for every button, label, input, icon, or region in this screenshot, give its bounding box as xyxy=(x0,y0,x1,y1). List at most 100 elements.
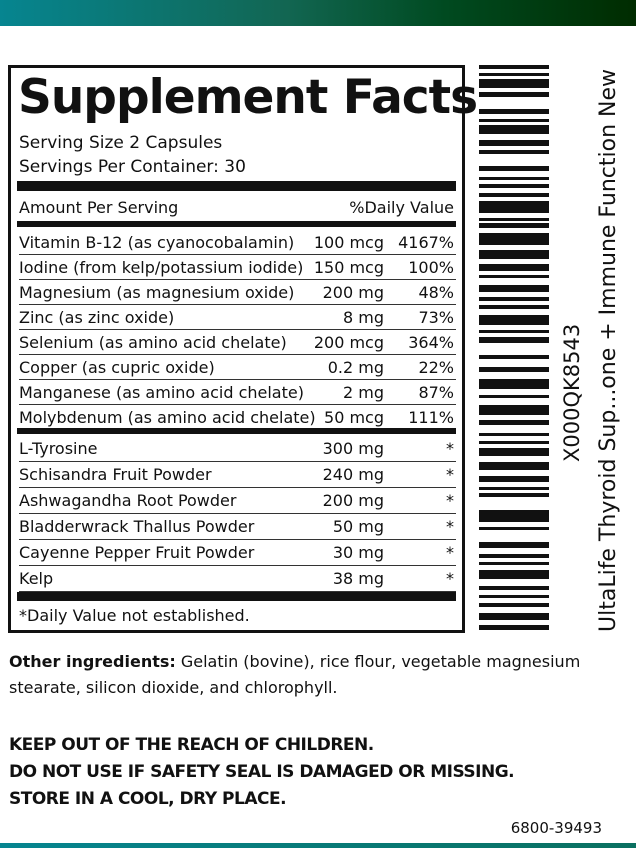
warning-storage: STORE IN A COOL, DRY PLACE. xyxy=(9,789,287,809)
nutrient-amount: 240 mg xyxy=(322,465,384,484)
barcode-bar xyxy=(479,264,549,268)
nutrient-dv: 22% xyxy=(418,358,454,377)
nutrient-name: Cayenne Pepper Fruit Powder xyxy=(19,543,255,562)
nutrient-amount: 30 mg xyxy=(332,543,384,562)
barcode-bar xyxy=(479,510,549,522)
barcode-bar xyxy=(479,542,549,548)
nutrient-name: Bladderwrack Thallus Powder xyxy=(19,517,255,536)
other-ingredients: Other ingredients: Gelatin (bovine), ric… xyxy=(9,652,580,671)
barcode-bar xyxy=(479,177,549,180)
barcode-bar xyxy=(479,603,549,607)
other-ingredients-text: Gelatin (bovine), rice flour, vegetable … xyxy=(175,652,581,671)
barcode-bar xyxy=(479,315,549,325)
other-ingredients-line2: stearate, silicon dioxide, and chlorophy… xyxy=(9,678,338,697)
barcode-bar xyxy=(479,355,549,359)
nutrient-name: Kelp xyxy=(19,569,54,588)
barcode-bar xyxy=(479,433,549,436)
barcode-bar xyxy=(479,109,549,114)
nutrient-amount: 0.2 mg xyxy=(327,358,384,377)
barcode-bar xyxy=(479,166,549,171)
nutrient-dv: 48% xyxy=(418,283,454,302)
footer-band xyxy=(0,843,636,848)
barcode-bar xyxy=(479,140,549,146)
warning-seal: DO NOT USE IF SAFETY SEAL IS DAMAGED OR … xyxy=(9,762,515,782)
nutrient-row: Cayenne Pepper Fruit Powder 30 mg * xyxy=(19,540,456,566)
nutrient-dv: * xyxy=(446,439,454,458)
nutrient-dv: 111% xyxy=(408,408,454,427)
barcode-bar xyxy=(479,405,549,415)
facts-title: Supplement Facts xyxy=(18,70,478,125)
divider xyxy=(17,592,456,601)
barcode-bar xyxy=(479,527,549,530)
nutrient-name: Molybdenum (as amino acid chelate) xyxy=(19,408,316,427)
amount-header: Amount Per Serving xyxy=(19,198,179,217)
nutrient-row: L-Tyrosine 300 mg * xyxy=(19,436,456,462)
divider xyxy=(17,181,456,191)
divider xyxy=(17,428,456,434)
header-banner xyxy=(0,0,636,26)
barcode-bar xyxy=(479,73,549,76)
nutrient-row: Molybdenum (as amino acid chelate) 50 mcg… xyxy=(19,405,456,430)
nutrient-dv: 4167% xyxy=(398,233,454,252)
barcode-bar xyxy=(479,487,549,490)
nutrient-row: Bladderwrack Thallus Powder 50 mg * xyxy=(19,514,456,540)
nutrient-row: Manganese (as amino acid chelate) 2 mg 87% xyxy=(19,380,456,405)
nutrient-dv: 73% xyxy=(418,308,454,327)
barcode-bar xyxy=(479,65,549,69)
nutrient-dv: * xyxy=(446,543,454,562)
barcode-bar xyxy=(479,305,549,309)
other-ingredients-label: Other ingredients: xyxy=(9,652,176,671)
nutrient-dv: 87% xyxy=(418,383,454,402)
nutrient-name: Iodine (from kelp/potassium iodide) xyxy=(19,258,304,277)
nutrient-name: Ashwagandha Root Powder xyxy=(19,491,237,510)
lot-number: 6800-39493 xyxy=(510,819,602,837)
product-name: UltaLife Thyroid Sup...one + Immune Func… xyxy=(596,69,621,632)
nutrient-dv: * xyxy=(446,569,454,588)
nutrient-row: Vitamin B-12 (as cyanocobalamin) 100 mcg 4… xyxy=(19,230,456,255)
nutrient-dv: 364% xyxy=(408,333,454,352)
nutrient-amount: 38 mg xyxy=(332,569,384,588)
serving-size: Serving Size 2 Capsules xyxy=(19,133,223,153)
supplement-facts-panel: Supplement Facts Serving Size 2 Capsules… xyxy=(8,65,478,633)
nutrient-row: Iodine (from kelp/potassium iodide) 150 m… xyxy=(19,255,456,280)
nutrient-name: L-Tyrosine xyxy=(19,439,98,458)
nutrient-dv: 100% xyxy=(408,258,454,277)
nutrient-row: Kelp 38 mg * xyxy=(19,566,456,592)
footnote: *Daily Value not established. xyxy=(19,606,250,625)
dv-header: %Daily Value xyxy=(349,198,454,217)
nutrient-row: Selenium (as amino acid chelate) 200 mcg 3… xyxy=(19,330,456,355)
barcode-bar xyxy=(479,625,549,630)
nutrient-name: Selenium (as amino acid chelate) xyxy=(19,333,287,352)
nutrient-amount: 300 mg xyxy=(322,439,384,458)
barcode-bar xyxy=(479,570,549,579)
nutrient-dv: * xyxy=(446,491,454,510)
nutrient-name: Copper (as cupric oxide) xyxy=(19,358,215,377)
barcode-bar xyxy=(479,150,549,154)
barcode-bar xyxy=(479,554,549,558)
barcode-bar xyxy=(479,367,549,372)
nutrient-name: Manganese (as amino acid chelate) xyxy=(19,383,304,402)
nutrient-row: Ashwagandha Root Powder 200 mg * xyxy=(19,488,456,514)
barcode-bar xyxy=(479,233,549,245)
barcode-bar xyxy=(479,201,549,213)
barcode-bar xyxy=(479,268,549,271)
nutrient-amount: 50 mg xyxy=(332,517,384,536)
barcode-code: X000QK8543 xyxy=(560,323,584,462)
barcode-bar xyxy=(479,379,549,389)
barcode-bar xyxy=(479,493,549,497)
nutrient-name: Vitamin B-12 (as cyanocobalamin) xyxy=(19,233,295,252)
barcode-bar xyxy=(479,448,549,456)
nutrient-amount: 8 mg xyxy=(342,308,384,327)
nutrient-row: Zinc (as zinc oxide) 8 mg 73% xyxy=(19,305,456,330)
nutrient-name: Magnesium (as magnesium oxide) xyxy=(19,283,295,302)
barcode-bar xyxy=(479,193,549,197)
barcode-bar xyxy=(479,337,549,343)
nutrient-row: Schisandra Fruit Powder 240 mg * xyxy=(19,462,456,488)
barcode-bar xyxy=(479,92,549,97)
barcode-bar xyxy=(479,395,549,398)
nutrient-name: Schisandra Fruit Powder xyxy=(19,465,212,484)
barcode-bar xyxy=(479,285,549,292)
barcode-bar xyxy=(479,586,549,590)
nutrient-row: Magnesium (as magnesium oxide) 200 mg 48% xyxy=(19,280,456,305)
nutrient-row: Copper (as cupric oxide) 0.2 mg 22% xyxy=(19,355,456,380)
